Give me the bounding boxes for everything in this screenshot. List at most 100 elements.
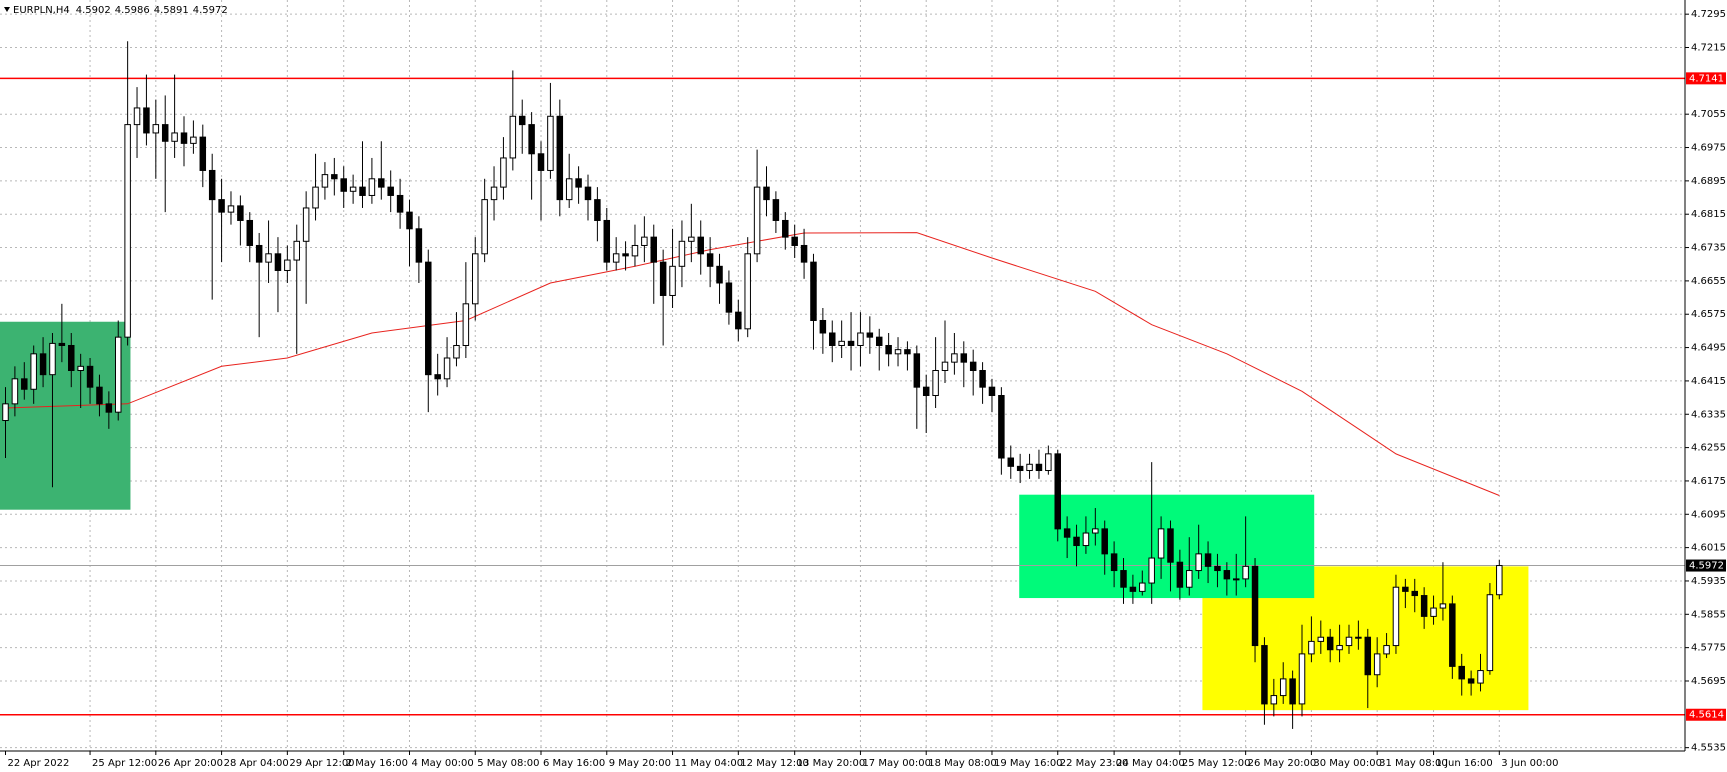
x-tick-label: 28 Apr 04:00 — [224, 758, 289, 769]
candle-body — [979, 369, 986, 388]
candle-body — [1317, 636, 1325, 642]
candle-body — [810, 261, 817, 321]
y-tick-label: 4.5935 — [1691, 576, 1726, 587]
current-price-bg — [1686, 559, 1726, 572]
candle-body — [1101, 528, 1108, 555]
candle-body — [951, 353, 958, 363]
candle-body — [1364, 636, 1372, 676]
candle-body — [349, 186, 357, 192]
candle-body — [922, 386, 930, 397]
candle-body — [1186, 570, 1193, 588]
candle-body — [716, 265, 723, 284]
y-tick-label: 4.6655 — [1691, 276, 1726, 287]
x-tick-label: 25 Apr 12:00 — [92, 758, 157, 769]
candle-body — [584, 186, 592, 201]
x-tick-label: 26 May 20:00 — [1248, 758, 1317, 769]
y-tick-label: 4.6735 — [1691, 243, 1726, 254]
y-tick-label: 4.6815 — [1691, 209, 1726, 220]
candle-body — [218, 199, 225, 213]
candle-body — [406, 211, 413, 230]
ohlc-high: 4.5986 — [115, 5, 150, 16]
candle-body — [1383, 645, 1390, 655]
y-tick-label: 4.7215 — [1691, 43, 1726, 54]
candle-body — [1007, 457, 1015, 467]
zone — [1019, 494, 1315, 599]
candle-body — [904, 349, 911, 355]
candle-body — [772, 199, 780, 221]
candle-body — [500, 157, 507, 188]
y-tick-label: 4.6095 — [1691, 509, 1726, 520]
candle-body — [152, 124, 160, 134]
candle-body — [1214, 565, 1221, 572]
candle-body — [547, 115, 554, 171]
y-tick-label: 4.5695 — [1691, 676, 1726, 687]
candle-body — [1486, 594, 1494, 672]
candle-body — [838, 340, 845, 346]
candle-body — [105, 403, 113, 413]
candle-body — [368, 178, 376, 196]
candle-body — [1204, 553, 1212, 567]
ohlc-close: 4.5972 — [193, 5, 228, 16]
candle-body — [782, 219, 789, 238]
candle-body — [612, 253, 620, 263]
candle-body — [180, 132, 188, 144]
y-tick-label: 4.6495 — [1691, 343, 1726, 354]
x-tick-label: 13 May 20:00 — [797, 758, 866, 769]
candle-body — [622, 253, 629, 257]
x-tick-label: 5 May 08:00 — [477, 758, 539, 769]
x-tick-label: 3 Jun 00:00 — [1501, 758, 1558, 769]
candle-body — [1430, 607, 1437, 617]
candle-body — [1016, 465, 1024, 472]
x-tick-label: 12 May 12:00 — [740, 758, 809, 769]
candle-body — [58, 342, 66, 346]
candle-body — [1157, 528, 1165, 559]
candle-body — [133, 107, 141, 126]
candle-body — [161, 124, 169, 142]
candle-body — [462, 303, 470, 346]
level-label-bg — [1686, 708, 1726, 721]
candle-body — [30, 353, 37, 390]
candle-body — [969, 361, 977, 371]
ohlc-open: 4.5902 — [76, 5, 111, 16]
candle-body — [1045, 453, 1052, 472]
candle-body — [1439, 603, 1447, 609]
candle-body — [425, 261, 432, 376]
ohlc-low: 4.5891 — [154, 5, 189, 16]
candle-body — [1411, 590, 1418, 597]
candle-body — [697, 236, 704, 255]
y-tick-label: 4.6335 — [1691, 409, 1726, 420]
zone — [0, 321, 131, 510]
candle-body — [641, 236, 648, 246]
candle-body — [1035, 463, 1043, 472]
current-price-label: 4.5972 — [1689, 561, 1724, 572]
candle-body — [1420, 595, 1428, 617]
candle-body — [190, 136, 197, 144]
candle-body — [2, 403, 9, 422]
candle-body — [753, 186, 761, 255]
candle-body — [1289, 678, 1296, 705]
candle-body — [1345, 636, 1353, 647]
candle-body — [885, 344, 892, 355]
candle-body — [669, 265, 676, 296]
x-tick-label: 26 Apr 20:00 — [158, 758, 223, 769]
candle-body — [1129, 586, 1137, 592]
candle-body — [255, 244, 263, 263]
candle-body — [114, 336, 122, 413]
candle-body — [1026, 463, 1033, 472]
candle-body — [1167, 528, 1174, 563]
candle-body — [1232, 578, 1240, 581]
y-tick-label: 4.6895 — [1691, 176, 1726, 187]
candle-body — [274, 253, 282, 271]
candle-body — [68, 344, 75, 371]
candle-body — [481, 199, 488, 255]
x-tick-label: 29 Apr 12:00 — [289, 758, 354, 769]
candle-body — [39, 353, 47, 376]
candle-body — [1326, 636, 1334, 651]
candle-body — [594, 199, 601, 221]
chart-title: EURPLN,H4 — [13, 5, 70, 16]
level-label: 4.7141 — [1689, 73, 1724, 84]
candle-body — [443, 357, 451, 380]
candle-body — [763, 186, 770, 201]
candle-body — [744, 253, 751, 330]
